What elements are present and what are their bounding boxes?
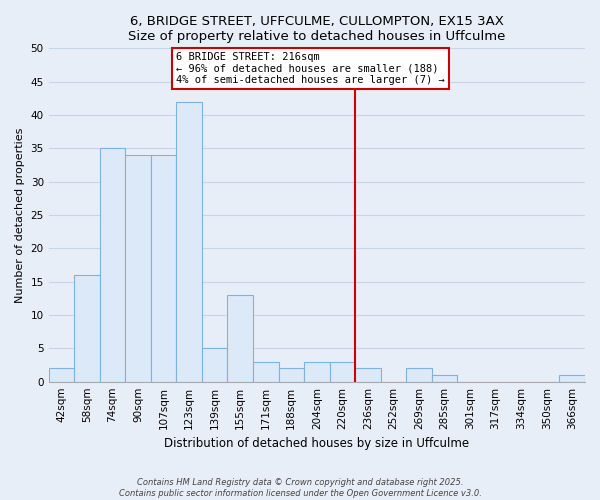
Bar <box>176 102 202 382</box>
Text: 6 BRIDGE STREET: 216sqm
← 96% of detached houses are smaller (188)
4% of semi-de: 6 BRIDGE STREET: 216sqm ← 96% of detache… <box>176 52 445 85</box>
Bar <box>202 348 227 382</box>
Bar <box>125 155 151 382</box>
Bar <box>151 155 176 382</box>
Bar <box>49 368 74 382</box>
Title: 6, BRIDGE STREET, UFFCULME, CULLOMPTON, EX15 3AX
Size of property relative to de: 6, BRIDGE STREET, UFFCULME, CULLOMPTON, … <box>128 15 506 43</box>
Bar <box>559 375 585 382</box>
Bar <box>304 362 329 382</box>
Bar <box>432 375 457 382</box>
Bar <box>406 368 432 382</box>
X-axis label: Distribution of detached houses by size in Uffculme: Distribution of detached houses by size … <box>164 437 469 450</box>
Bar <box>100 148 125 382</box>
Bar <box>253 362 278 382</box>
Bar <box>227 295 253 382</box>
Bar <box>278 368 304 382</box>
Bar <box>74 275 100 382</box>
Bar <box>329 362 355 382</box>
Y-axis label: Number of detached properties: Number of detached properties <box>15 128 25 302</box>
Text: Contains HM Land Registry data © Crown copyright and database right 2025.
Contai: Contains HM Land Registry data © Crown c… <box>119 478 481 498</box>
Bar <box>355 368 380 382</box>
